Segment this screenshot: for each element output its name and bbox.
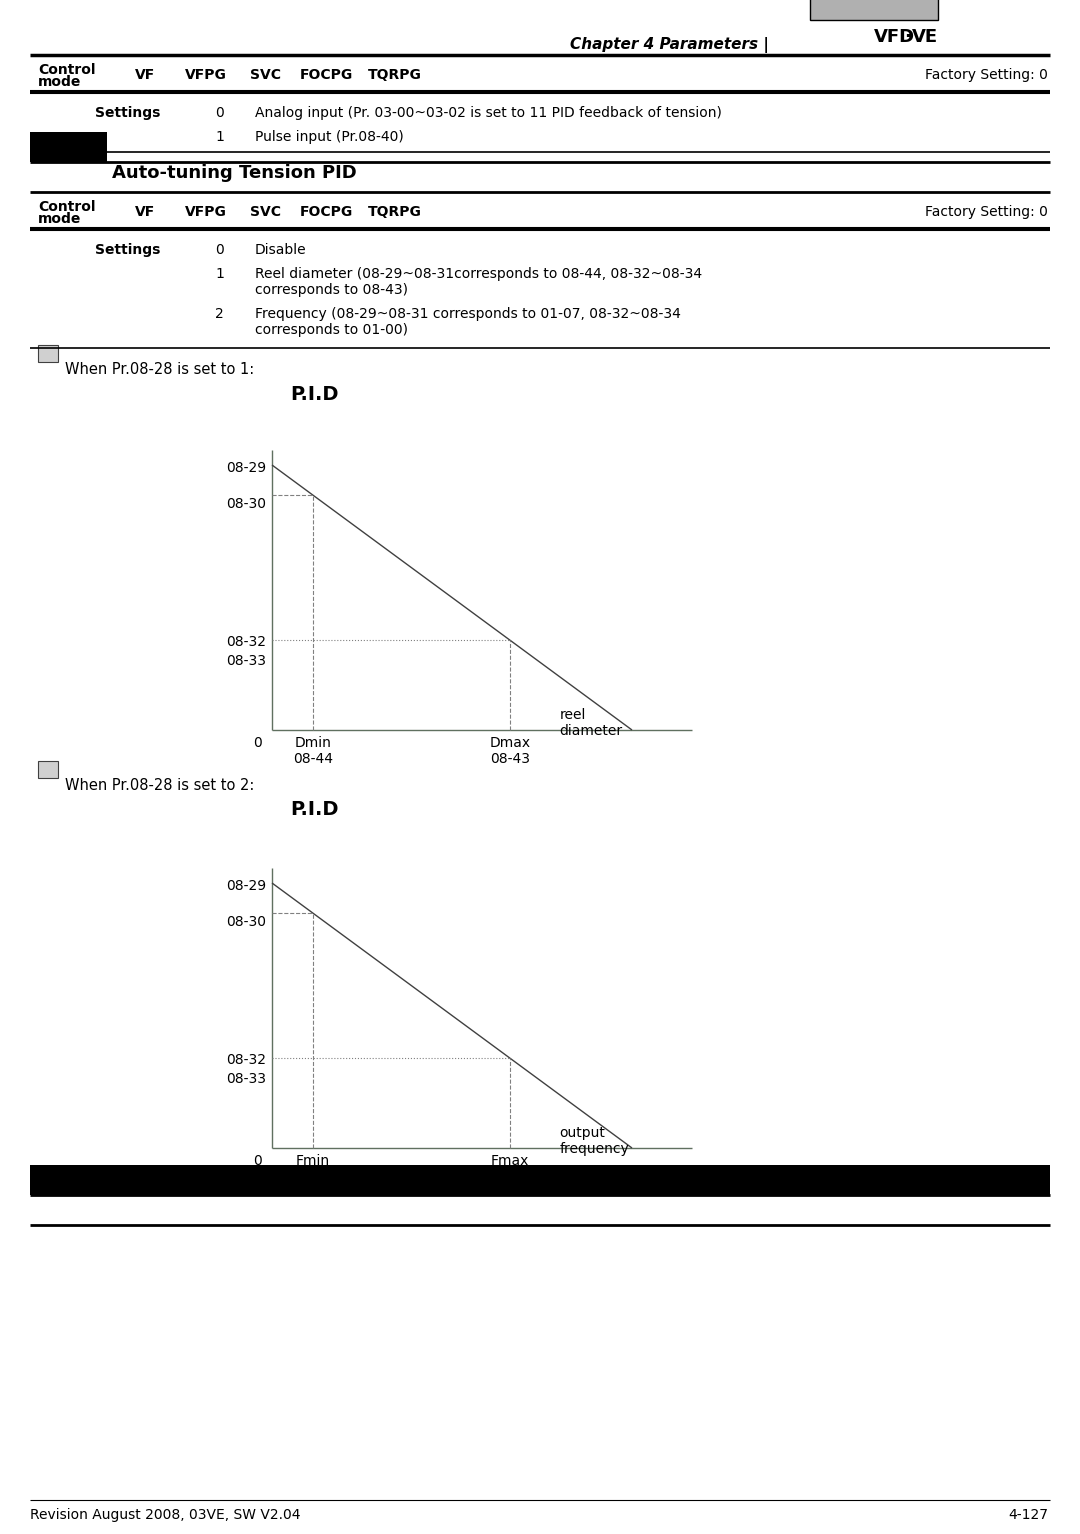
Text: 0: 0 <box>253 1154 262 1167</box>
Text: Factory Setting: 0: Factory Setting: 0 <box>926 206 1048 219</box>
Text: FOCPG: FOCPG <box>300 67 353 81</box>
Bar <box>107 132 1050 163</box>
Text: 1: 1 <box>215 267 224 281</box>
Text: VFPG: VFPG <box>185 67 227 81</box>
Text: Analog input (Pr. 03-00~03-02 is set to 11 PID feedback of tension): Analog input (Pr. 03-00~03-02 is set to … <box>255 106 721 120</box>
Text: VE: VE <box>912 28 939 46</box>
Text: 2: 2 <box>215 307 224 321</box>
Bar <box>30 132 1050 163</box>
Text: 0: 0 <box>215 106 224 120</box>
Text: 08-32: 08-32 <box>226 635 266 649</box>
Text: Control: Control <box>38 63 95 77</box>
Text: 08-28: 08-28 <box>35 164 87 183</box>
Text: Dmax: Dmax <box>489 736 530 750</box>
Text: Control: Control <box>38 199 95 215</box>
Text: corresponds to 08-43): corresponds to 08-43) <box>255 282 408 298</box>
Text: VFD: VFD <box>874 28 915 46</box>
Text: 4-127: 4-127 <box>1008 1508 1048 1522</box>
Text: 08-29: 08-29 <box>226 462 266 476</box>
Text: VF: VF <box>135 206 156 219</box>
Text: Reel diameter (08-29~08-31corresponds to 08-44, 08-32~08-34: Reel diameter (08-29~08-31corresponds to… <box>255 267 702 281</box>
Text: VF: VF <box>135 67 156 81</box>
Text: When Pr.08-28 is set to 2:: When Pr.08-28 is set to 2: <box>65 778 255 793</box>
Text: Fmin: Fmin <box>296 1154 329 1167</box>
Text: ✓  Tension PID P1: ✓ Tension PID P1 <box>112 1197 258 1215</box>
Text: 08-44: 08-44 <box>293 752 333 765</box>
Text: Settings: Settings <box>95 106 160 120</box>
Text: 08-32: 08-32 <box>226 1052 266 1068</box>
Text: 08-29: 08-29 <box>226 879 266 893</box>
Text: Frequency (08-29~08-31 corresponds to 01-07, 08-32~08-34: Frequency (08-29~08-31 corresponds to 01… <box>255 307 680 321</box>
Text: Pulse input (Pr.08-40): Pulse input (Pr.08-40) <box>255 130 404 144</box>
Text: Factory Setting: 0: Factory Setting: 0 <box>926 67 1048 81</box>
Text: Dmin: Dmin <box>295 736 332 750</box>
Text: When Pr.08-28 is set to 1:: When Pr.08-28 is set to 1: <box>65 362 254 377</box>
Text: FOCPG: FOCPG <box>300 206 353 219</box>
Text: 01-07: 01-07 <box>293 1170 333 1184</box>
Bar <box>107 1164 1050 1195</box>
Text: corresponds to 01-00): corresponds to 01-00) <box>255 324 408 337</box>
Text: Unit: 0.1: Unit: 0.1 <box>976 1197 1048 1215</box>
Text: ·: · <box>904 28 910 46</box>
Text: 08-30: 08-30 <box>226 497 266 511</box>
Text: 0: 0 <box>215 242 224 258</box>
Text: TQRPG: TQRPG <box>368 67 422 81</box>
Bar <box>30 1164 1050 1195</box>
Text: Settings: Settings <box>95 242 160 258</box>
Text: Fmax: Fmax <box>490 1154 529 1167</box>
Text: VFPG: VFPG <box>185 206 227 219</box>
Text: mode: mode <box>38 75 81 89</box>
Text: 01-00: 01-00 <box>489 1170 529 1184</box>
Text: output
frequency: output frequency <box>559 1126 630 1157</box>
Text: 08-30: 08-30 <box>226 914 266 930</box>
Text: SVC: SVC <box>249 67 281 81</box>
Text: Auto-tuning Tension PID: Auto-tuning Tension PID <box>112 164 356 183</box>
Text: Revision August 2008, 03VE, SW V2.04: Revision August 2008, 03VE, SW V2.04 <box>30 1508 300 1522</box>
Text: Chapter 4 Parameters |: Chapter 4 Parameters | <box>570 37 769 54</box>
Text: 08-29: 08-29 <box>35 1197 89 1215</box>
Text: Disable: Disable <box>255 242 307 258</box>
Text: 0: 0 <box>253 736 262 750</box>
Text: P.I.D: P.I.D <box>291 801 339 819</box>
Text: reel
diameter: reel diameter <box>559 709 623 738</box>
Text: SVC: SVC <box>249 206 281 219</box>
Text: 08-33: 08-33 <box>226 1072 266 1086</box>
Text: 08-43: 08-43 <box>489 752 529 765</box>
Bar <box>810 0 939 20</box>
Text: P.I.D: P.I.D <box>291 385 339 403</box>
Bar <box>38 761 58 778</box>
Bar <box>38 345 58 362</box>
Text: 08-33: 08-33 <box>226 653 266 667</box>
Text: mode: mode <box>38 212 81 225</box>
Text: TQRPG: TQRPG <box>368 206 422 219</box>
Text: 1: 1 <box>215 130 224 144</box>
